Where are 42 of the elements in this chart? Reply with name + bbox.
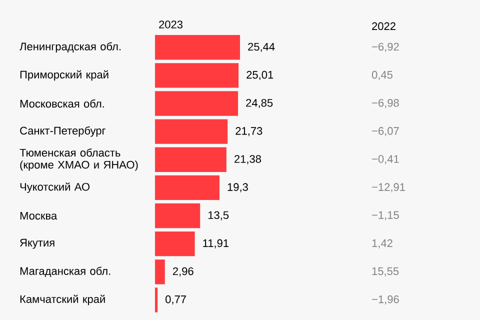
data-label: 25,01 — [246, 70, 274, 80]
bar — [155, 147, 226, 172]
text: 15,55 — [372, 267, 399, 276]
text: −1,96 — [372, 295, 399, 304]
bar — [155, 35, 240, 60]
data-label: 2,96 — [172, 267, 194, 276]
bar — [155, 231, 195, 256]
bar — [155, 260, 165, 284]
data-label: 21,38 — [234, 155, 262, 164]
y-tick-label: Магаданская обл. — [20, 266, 110, 278]
text: −6,98 — [372, 98, 399, 108]
text: −12,91 — [372, 183, 405, 192]
bar — [155, 119, 228, 144]
text: 0,45 — [372, 70, 392, 80]
data-label: 25,44 — [248, 42, 275, 52]
y-tick-label: Тюменская область (кроме ХМАО и ЯНАО) — [20, 148, 138, 171]
y-tick-label: Москва — [20, 212, 58, 220]
bar — [155, 91, 238, 116]
y-tick-label: Камчатский край — [20, 294, 105, 306]
text: 2022 — [372, 22, 396, 30]
data-label: 24,85 — [246, 98, 273, 108]
text: −6,07 — [372, 127, 399, 136]
bar — [155, 175, 220, 200]
y-tick-label: Московская обл. — [20, 99, 104, 108]
text: 1,42 — [372, 239, 392, 248]
data-label: 13,5 — [208, 211, 229, 220]
data-label: 0,77 — [166, 295, 186, 305]
text: −0,41 — [372, 155, 399, 164]
text: −6,92 — [372, 42, 399, 52]
bar — [155, 63, 239, 88]
series-label: 2023 — [159, 20, 183, 28]
text: −1,15 — [372, 211, 399, 220]
y-tick-label: Якутия — [20, 238, 54, 249]
y-tick-label: Санкт-Петербург — [20, 126, 106, 137]
data-label: 19,3 — [228, 183, 248, 192]
data-label: 21,73 — [236, 127, 262, 136]
bar — [155, 203, 200, 228]
y-tick-label: Ленинградская обл. — [20, 42, 121, 53]
bar — [155, 288, 158, 312]
y-tick-label: Чукотский АО — [20, 182, 90, 193]
data-label: 11,91 — [203, 239, 228, 248]
y-tick-label: Приморский край — [20, 70, 108, 81]
